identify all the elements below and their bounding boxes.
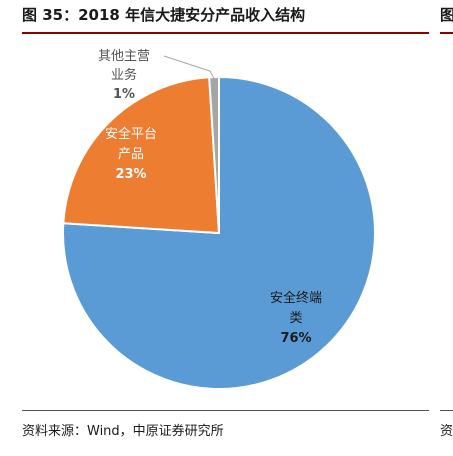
slice-label: 其他主营业务 1% — [98, 49, 150, 102]
leader-line — [163, 55, 215, 80]
source-rule — [22, 410, 429, 411]
adjacent-source-rule — [440, 410, 453, 411]
pie-slice — [208, 75, 220, 234]
adjacent-source-fragment: 资 — [440, 424, 453, 439]
pie-slice — [62, 75, 376, 390]
pie-slice — [62, 76, 221, 235]
adjacent-title-fragment: 图 — [440, 6, 453, 24]
source-note: 资料来源：Wind，中原证券研究所 — [22, 424, 224, 439]
slice-label: 安全终端类 76% — [270, 290, 322, 346]
slice-label: 安全平台产品 23% — [105, 126, 157, 182]
adjacent-title-rule — [440, 32, 453, 34]
chart-title: 图 35：2018 年信大捷安分产品收入结构 — [22, 6, 306, 24]
title-rule — [22, 32, 429, 34]
